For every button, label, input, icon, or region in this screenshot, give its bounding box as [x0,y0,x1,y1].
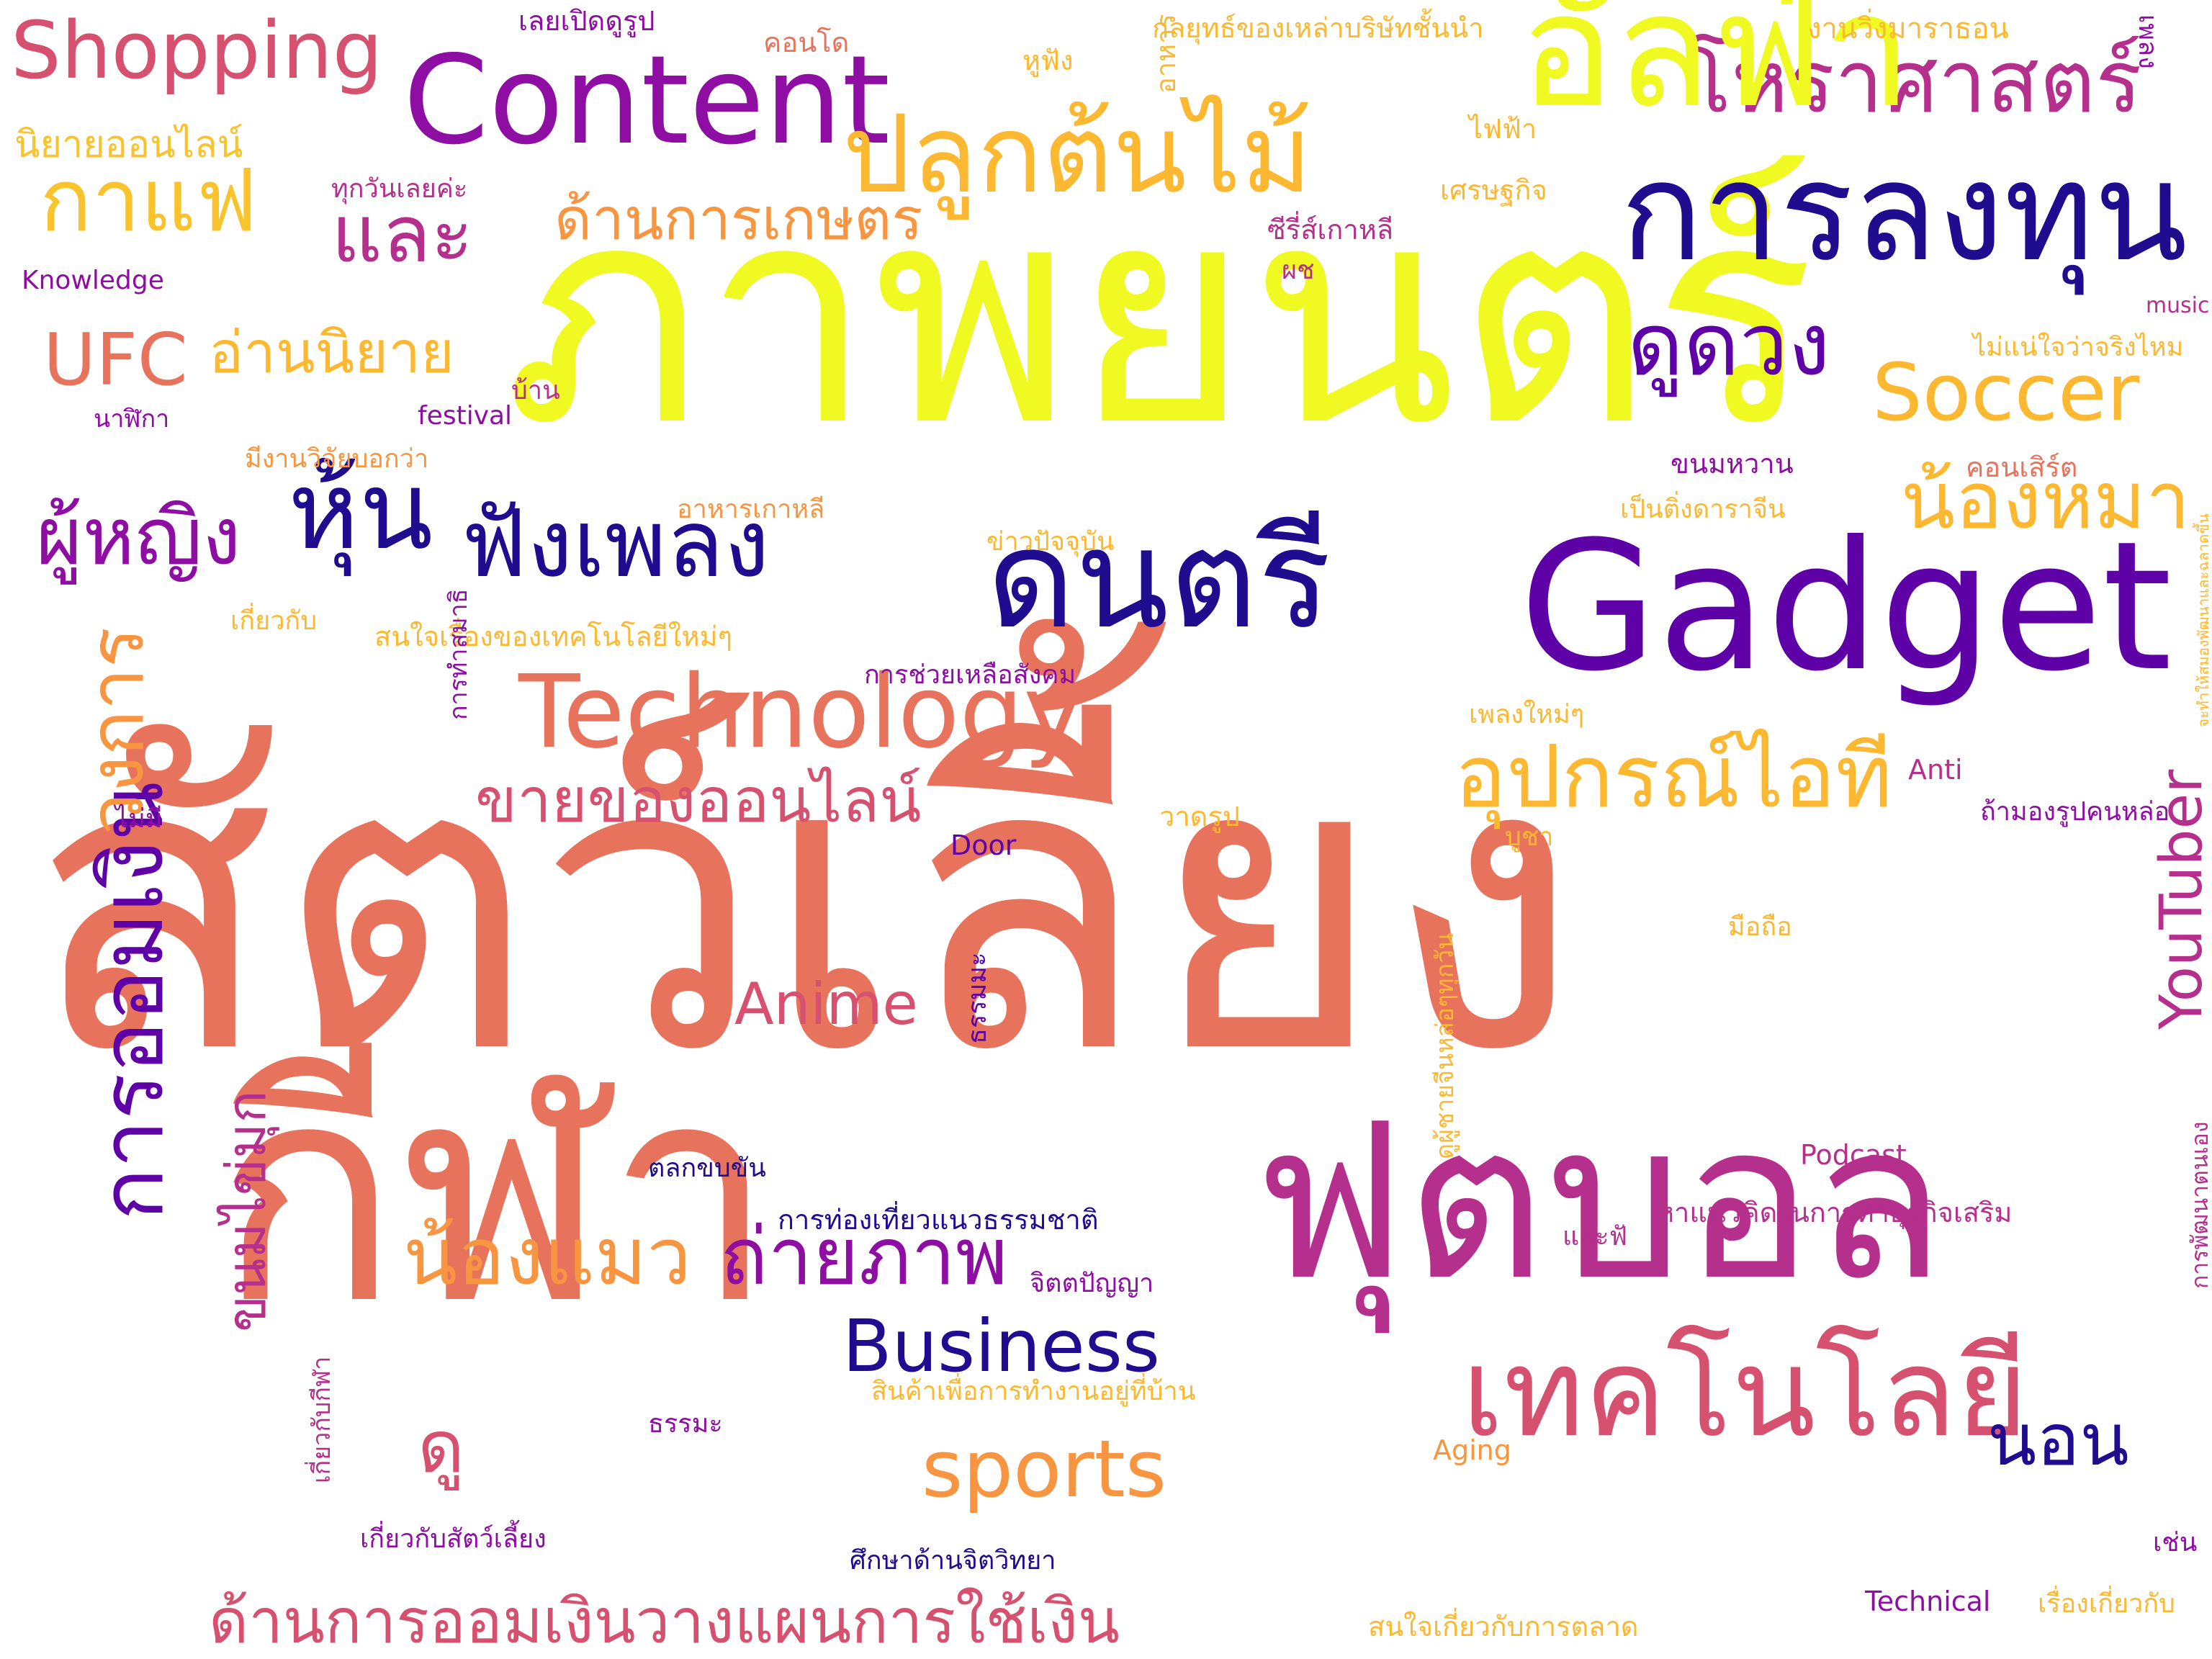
word-listen-music: ฟังเพลง [461,489,770,598]
word-festival: festival [418,401,513,431]
word-concert: คอนเสิร์ต [1966,451,2078,483]
word-chinese-star: เป็นติ่งดาราจีน [1620,495,1786,524]
word-saving-plan: ด้านการออมเงินวางแผนการใช้เงิน [209,1586,1120,1658]
word-music: ดนตรี [986,500,1331,659]
word-headphone: หูฟัง [1022,45,1074,76]
word-new-song: เพลงใหม่ๆ [1469,700,1585,729]
word-watch-en: นาฬิกา [94,405,170,433]
word-fortune: ดูดวง [1627,295,1830,395]
word-economics: เศรษฐกิจ [1440,174,1547,206]
word-food: อาหาร [1150,14,1182,94]
word-house: บ้าน [511,376,560,405]
word-gadget: Gadget [1519,503,2172,711]
word-grow: ผช [1282,256,1315,285]
word-drawing: วาดรูป [1159,801,1240,832]
word-and: และ [331,188,474,280]
word-not-sure: ไม่แน่ใจว่าจริงไหม [1973,333,2184,362]
word-research: มีงานวิจัยบอกว่า [245,444,429,474]
word-candy: ขนมหวาน [1671,448,1794,480]
word-saving: การออมเงิน [83,781,183,1220]
word-nature-travel: การท่องเที่ยวแนวธรรมชาติ [778,1204,1099,1236]
word-about: เกี่ยวกับ [230,606,318,636]
word-sell-online: ขายของออนไลน์ [475,765,922,837]
word-meditation: การทำสมาธิ [444,588,473,720]
word-coffee: กาแฟ [40,151,258,251]
word-soccer: Soccer [1872,346,2139,439]
word-sleep: นอน [1987,1398,2129,1482]
word-about-topic: เรื่องเกี่ยวกับ [2038,1589,2175,1619]
word-content: Content [403,30,891,172]
word-cat: น้องแมว [403,1210,692,1303]
word-technology-th: เทคโนโลยี [1462,1322,2028,1465]
word-marketing: สนใจเกี่ยวกับการตลาด [1368,1611,1639,1642]
word-psychology: จิตตปัญญา [1030,1269,1154,1298]
word-dog: น้องหมา [1901,454,2190,547]
word-reading: อ่านนิยาย [209,319,455,386]
word-alpha: อัลฟ่า [1519,0,1913,143]
word-electric: ไฟฟ้า [1469,113,1537,145]
word-market-dev: จะทำให้สมองพัฒนาและฉลาดขึ้น [2195,513,2212,727]
word-about-pets: เกี่ยวกับสัตว์เลี้ยง [360,1524,547,1554]
word-worship: บูชา [1505,822,1554,852]
word-anti: Anti [1908,754,1963,786]
word-everyday: ทุกวันเลยค่ะ [331,174,468,204]
word-planting: ปลูกต้นไม้ [842,92,1313,217]
word-marathon: งานวิ่งมาราธอน [1807,12,2009,45]
word-agriculture: ด้านการเกษตร [554,186,923,253]
word-business-idea: หาแนวคิดในการทำธุรกิจเสริม [1656,1197,2013,1228]
word-such-as: เช่น [2153,1528,2198,1557]
word-women: ผู้หญิง [36,490,241,583]
word-and-fun: และฟั [1563,1222,1628,1251]
word-handsome: ถ้ามองรูปคนหล่อ [1980,797,2170,827]
word-astrology: โหราศาสตร์ [1685,32,2142,132]
word-ufc: UFC [43,318,188,402]
word-song: เพลง [2133,14,2162,69]
word-knowledge: Knowledge [22,266,164,295]
word-watch: ดู [418,1405,464,1489]
word-online-novel: นิยายออนไลน์ [14,123,243,166]
word-self-dev: การพัฒนาตนเอง [2186,1121,2212,1289]
word-dhamma: ธรรมะ [648,1409,723,1439]
word-condo: คอนโด [763,27,850,58]
word-investing: การลงทุน [1620,132,2188,292]
word-mobile: มือถือ [1728,912,1792,942]
word-about-sport: เกี่ยวกับกีฬา [307,1356,336,1483]
word-open-pic: เลยเปิดดูรูป [518,5,655,37]
word-business: Business [842,1304,1160,1388]
word-anime: Anime [734,971,918,1038]
word-football: ฟุตบอล [1253,1076,1946,1328]
word-dharma: ธรรมมะ [963,952,992,1044]
word-sports-th: กีฬา [216,1019,776,1371]
word-podcast: Podcast [1800,1139,1907,1171]
word-eat-everyday: ดูผู้ชายจีนหล่อๆทุกวัน [1431,932,1460,1159]
word-it-device: อุปกรณ์ไอที [1455,727,1893,827]
word-dont-have: ไม่มี [115,804,163,834]
word-wfh: สินค้าเพื่อการทำงานอยู่ที่บ้าน [871,1377,1196,1406]
word-stocks: หุ้น [288,449,433,574]
word-pets: สัตว์เลี้ยง [29,673,1582,1142]
word-technology: Technology [518,654,1084,771]
word-aging: Aging [1433,1434,1511,1466]
word-photography: ถ่ายภาพ [720,1210,1008,1303]
word-news: ข่าวปัจจุบัน [986,527,1115,557]
word-strategy: กลยุทธ์ของเหล่าบริษัทชั้นนำ [1152,12,1484,44]
word-korean-food: อาหารเกาหลี [677,495,825,524]
word-funny: ตลกขบขัน [648,1154,766,1183]
word-sports: sports [922,1423,1167,1515]
word-shopping: Shopping [11,4,383,96]
word-movies: ภาพยนตร์ [504,140,1816,493]
word-new-tech: สนใจเรื่องของเทคโนโลยีใหม่ๆ [374,621,732,652]
word-korean-series: ซีรี่ส์เกาหลี [1267,214,1394,246]
word-social-help: การช่วยเหลือสังคม [864,660,1076,690]
word-technical: Technical [1865,1586,1991,1617]
word-dessert: ขนมไข่มุก [215,1090,278,1332]
word-music-en: music [2146,293,2210,318]
word-door: Door [950,830,1017,861]
word-psych-study: ศึกษาด้านจิตวิทยา [850,1546,1056,1575]
